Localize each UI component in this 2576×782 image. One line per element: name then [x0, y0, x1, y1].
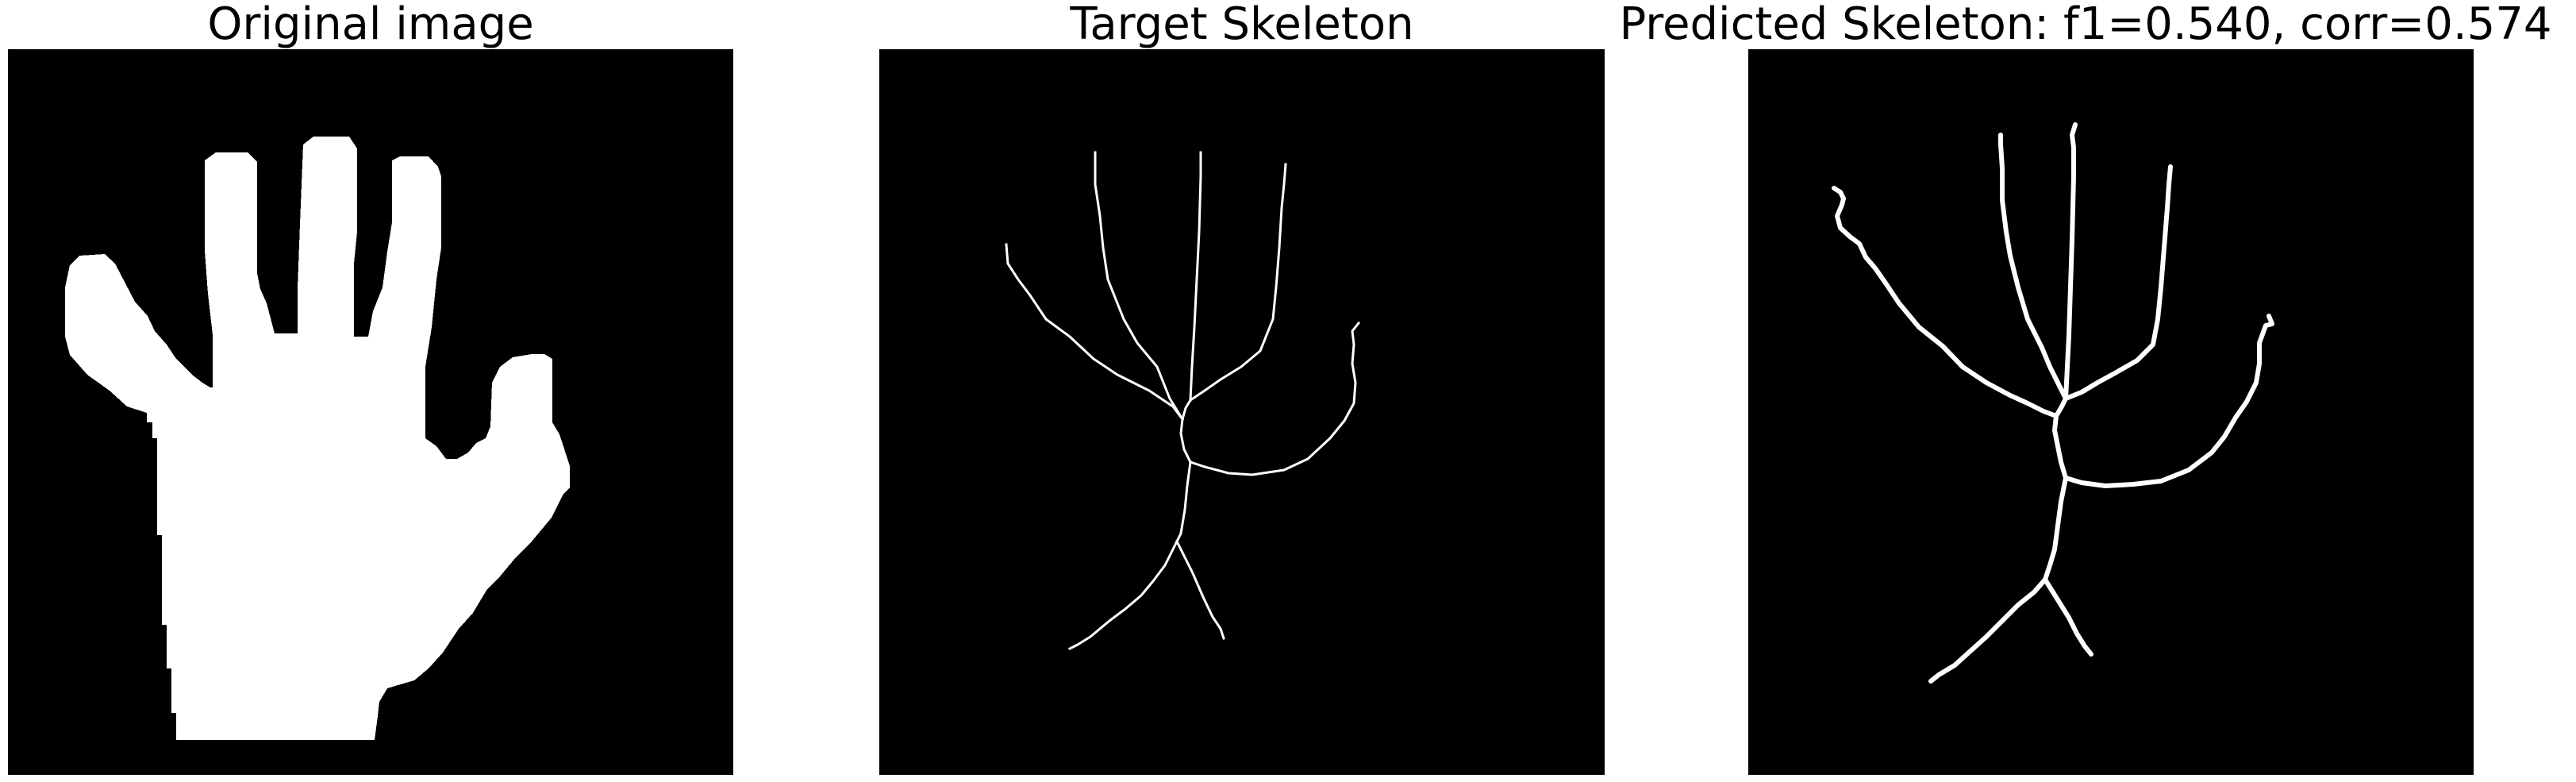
- predicted-skeleton-lines: [1832, 122, 2274, 684]
- skeleton-branch: [1188, 163, 1287, 403]
- target-skeleton-lines: [1005, 151, 1361, 651]
- skeleton-branch: [1189, 321, 1361, 476]
- skeleton-branch: [1175, 460, 1192, 544]
- skeleton-branch: [2043, 577, 2093, 657]
- skeleton-branch: [2063, 122, 2078, 401]
- skeleton-branch: [1005, 243, 1185, 422]
- skeleton-branch: [1179, 398, 1193, 464]
- original-hand-image: [8, 49, 733, 775]
- skeleton-branch: [1094, 151, 1185, 422]
- skeleton-branch: [2043, 476, 2068, 582]
- predicted-skeleton-image: [1748, 49, 2474, 775]
- panel-title-original: Original image: [207, 0, 534, 50]
- skeleton-branch: [1832, 186, 2059, 418]
- skeleton-branch: [2063, 314, 2274, 488]
- skeleton-branch: [1928, 577, 2047, 684]
- target-skeleton-image: [879, 49, 1605, 775]
- skeleton-branch: [1189, 151, 1202, 402]
- skeleton-branch: [1998, 133, 2068, 401]
- skeleton-branch: [1175, 539, 1225, 640]
- hand-silhouette: [65, 137, 570, 740]
- skeleton-branch: [2063, 164, 2173, 401]
- panel-title-target: Target Skeleton: [1070, 0, 1414, 50]
- skeleton-branch: [2052, 396, 2068, 480]
- panel-title-predicted: Predicted Skeleton: f1=0.540, corr=0.574: [1619, 0, 2552, 50]
- skeleton-branch: [1067, 539, 1179, 651]
